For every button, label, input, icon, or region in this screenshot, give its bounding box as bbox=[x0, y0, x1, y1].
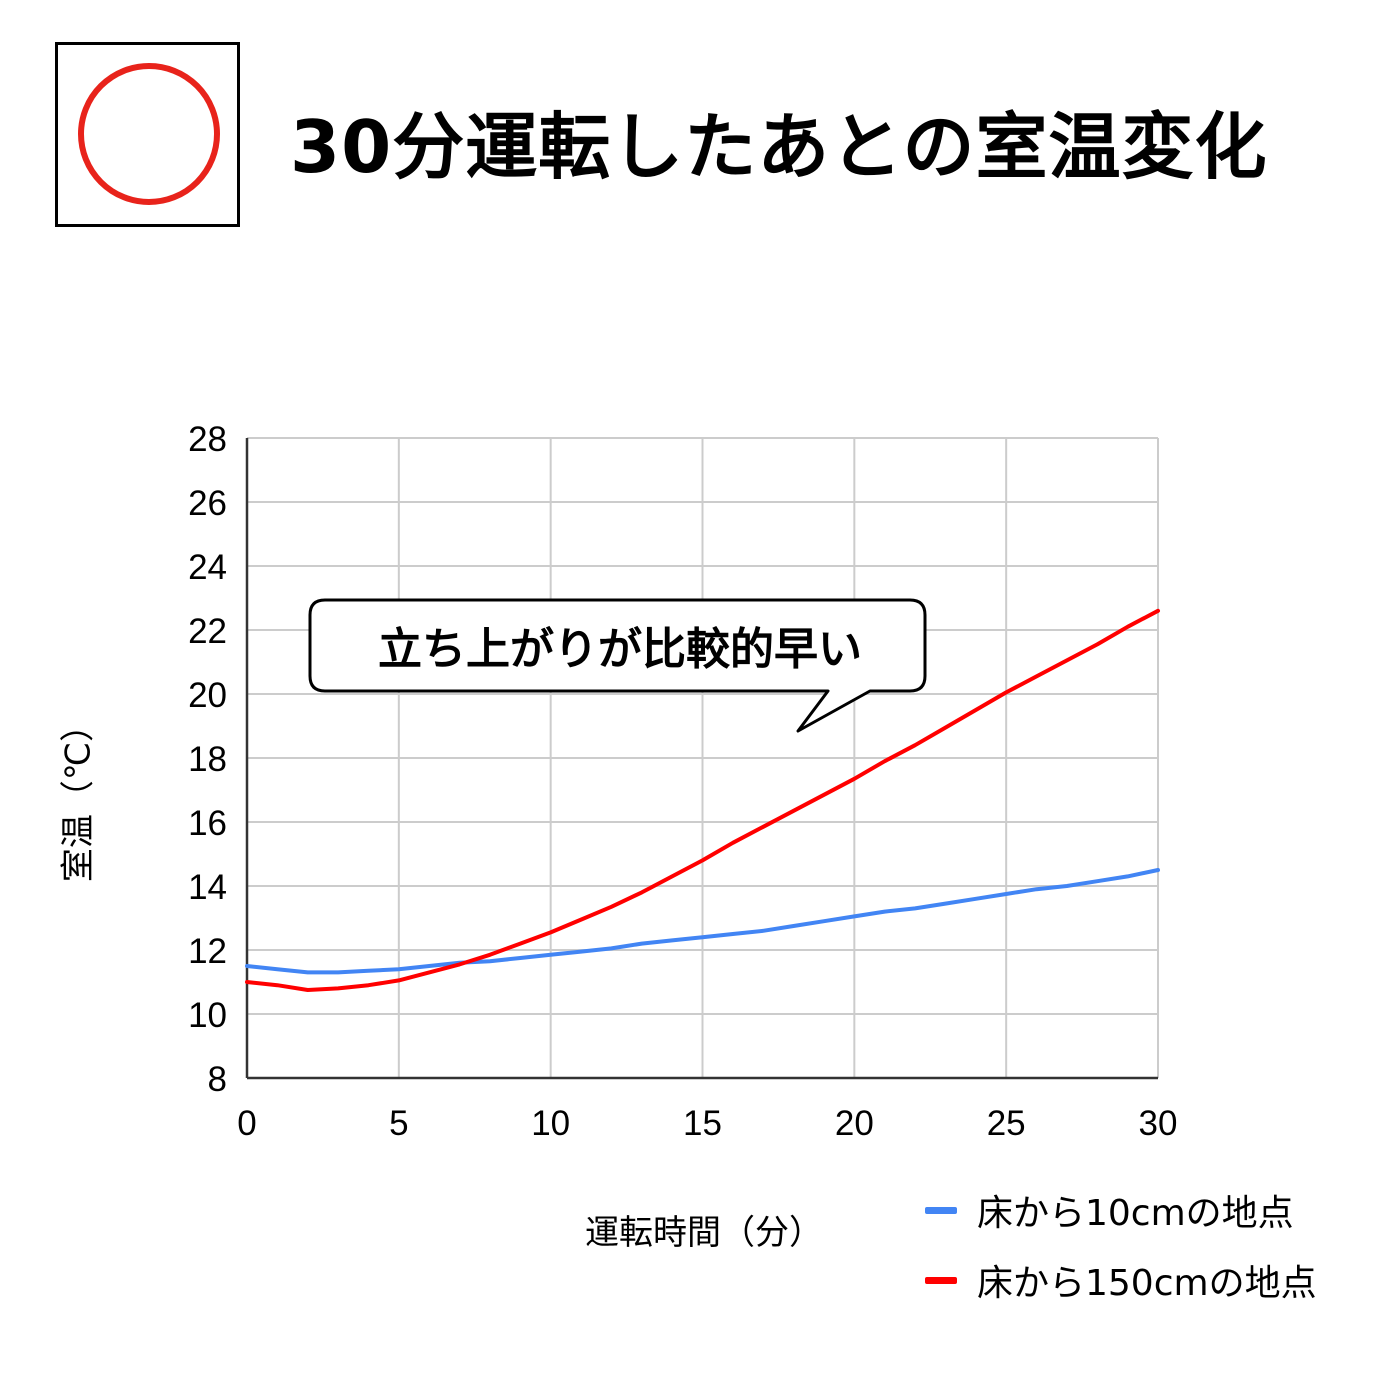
y-tick-label: 22 bbox=[188, 612, 227, 651]
x-tick-label: 5 bbox=[389, 1104, 408, 1143]
y-tick-label: 18 bbox=[188, 740, 227, 779]
legend-label: 床から150cmの地点 bbox=[977, 1263, 1317, 1304]
y-tick-label: 12 bbox=[188, 932, 227, 971]
chart-ticks: 8 10 12 14 16 18 20 22 24 26 28 0 5 10 15 20 25 30 bbox=[188, 420, 1177, 1143]
y-tick-label: 10 bbox=[188, 996, 227, 1035]
x-tick-label: 0 bbox=[237, 1104, 256, 1143]
x-tick-label: 20 bbox=[835, 1104, 874, 1143]
callout-bubble bbox=[308, 598, 927, 733]
y-tick-label: 28 bbox=[188, 420, 227, 459]
y-tick-label: 24 bbox=[188, 548, 227, 587]
chart-series bbox=[245, 608, 1160, 992]
y-axis-label: 室温（℃） bbox=[58, 707, 99, 883]
legend-swatch bbox=[925, 1276, 957, 1284]
legend-item-series-0: 床から10cmの地点 bbox=[925, 1185, 1294, 1235]
y-tick-label: 8 bbox=[208, 1060, 227, 1099]
callout-text: 立ち上がりが比較的早い bbox=[378, 624, 862, 675]
x-tick-label: 10 bbox=[531, 1104, 570, 1143]
legend-swatch bbox=[925, 1206, 957, 1214]
legend-item-series-1: 床から150cmの地点 bbox=[925, 1255, 1317, 1305]
y-tick-label: 20 bbox=[188, 676, 227, 715]
x-tick-label: 30 bbox=[1139, 1104, 1178, 1143]
chart-grid bbox=[246, 437, 1159, 1079]
x-tick-label: 15 bbox=[683, 1104, 722, 1143]
legend-label: 床から10cmの地点 bbox=[977, 1193, 1294, 1234]
y-tick-label: 26 bbox=[188, 484, 227, 523]
series-line-0 bbox=[245, 868, 1160, 975]
chart-axes bbox=[245, 438, 1158, 1080]
x-tick-label: 25 bbox=[987, 1104, 1026, 1143]
series-line-1 bbox=[245, 608, 1160, 992]
y-tick-label: 14 bbox=[188, 868, 227, 907]
x-axis-label: 運転時間（分） bbox=[585, 1213, 823, 1253]
page-title: 30分運転したあとの室温変化 bbox=[290, 105, 1268, 189]
circle-mark-icon bbox=[78, 63, 220, 205]
y-tick-label: 16 bbox=[188, 804, 227, 843]
badge bbox=[55, 42, 240, 227]
